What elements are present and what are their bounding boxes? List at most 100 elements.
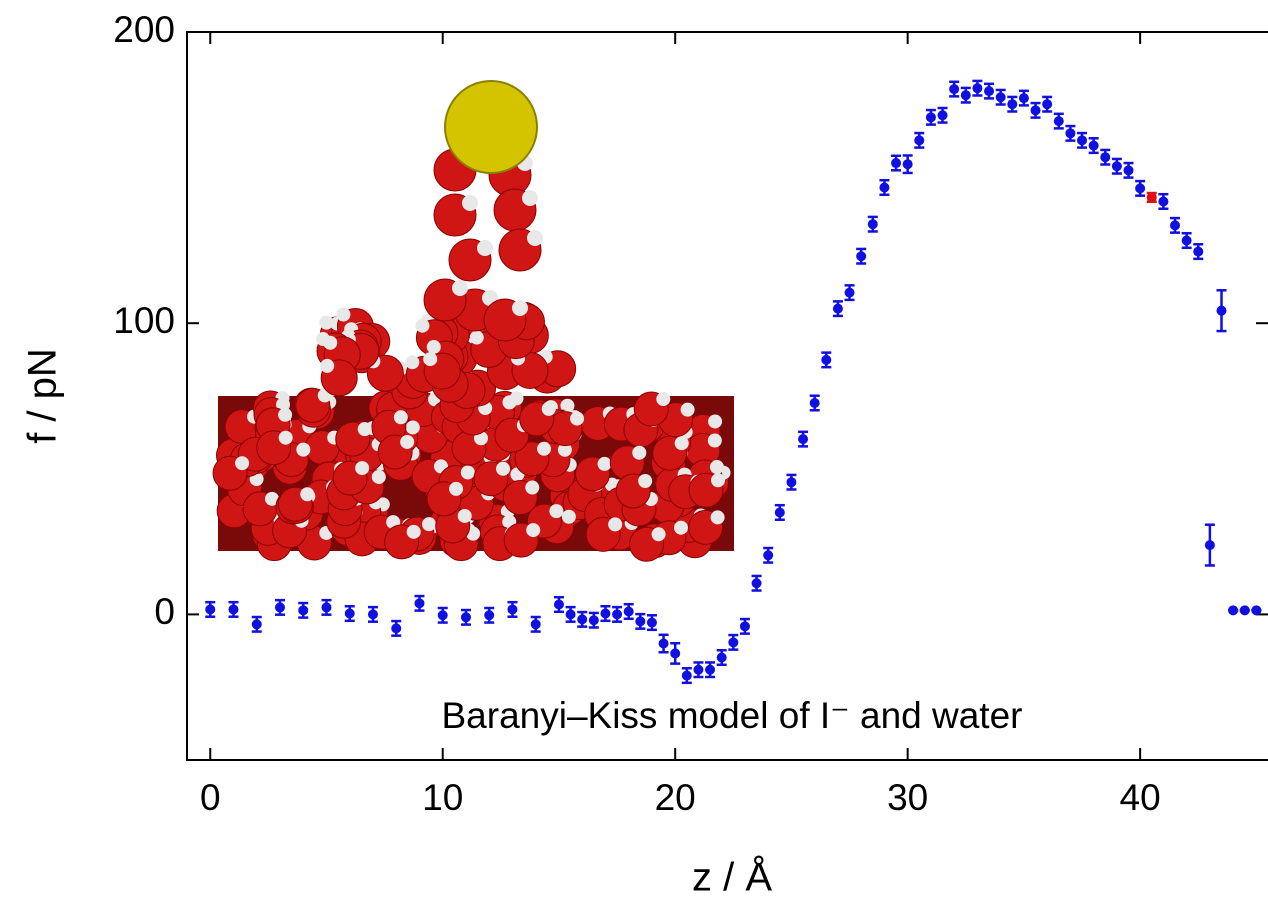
data-point — [658, 638, 669, 649]
data-point — [867, 219, 878, 230]
data-point — [995, 92, 1006, 103]
data-point — [1065, 128, 1076, 139]
data-point — [321, 602, 332, 613]
data-point — [1123, 165, 1134, 176]
hydrogen-atom — [426, 339, 441, 354]
hydrogen-atom — [371, 469, 386, 484]
hydrogen-atom — [405, 355, 420, 370]
data-point — [821, 354, 832, 365]
data-point — [1077, 135, 1088, 146]
hydrogen-atom — [560, 398, 575, 413]
hydrogen-atom — [460, 465, 475, 480]
hydrogen-atom — [638, 473, 653, 488]
data-point — [1146, 192, 1157, 203]
data-point — [588, 615, 599, 626]
hydrogen-atom — [608, 517, 623, 532]
x-tick-label: 30 — [887, 777, 928, 818]
data-point — [1170, 220, 1181, 231]
data-point — [728, 637, 739, 648]
hydrogen-atom — [707, 433, 722, 448]
data-point — [1088, 140, 1099, 151]
hydrogen-atom — [496, 461, 511, 476]
hydrogen-atom — [336, 307, 351, 322]
data-point — [367, 609, 378, 620]
hydrogen-atom — [680, 402, 695, 417]
hydrogen-atom — [708, 414, 723, 429]
hydrogen-atom — [502, 395, 517, 410]
hydrogen-atom — [537, 441, 552, 456]
hydrogen-atom — [452, 280, 468, 296]
hydrogen-atom — [710, 510, 725, 525]
data-point — [1007, 99, 1018, 110]
data-point — [298, 605, 309, 616]
hydrogen-atom — [557, 442, 572, 457]
data-point — [1042, 99, 1053, 110]
data-point — [1181, 235, 1192, 246]
axes-frame — [186, 31, 1268, 761]
data-point — [530, 619, 541, 630]
data-point — [600, 608, 611, 619]
data-point — [1228, 605, 1239, 616]
data-point — [646, 617, 657, 628]
data-point — [693, 664, 704, 675]
iodide-ion — [444, 80, 538, 174]
data-point — [681, 670, 692, 681]
hydrogen-atom — [541, 401, 556, 416]
data-point — [984, 86, 995, 97]
data-point — [1239, 605, 1250, 616]
y-tick-label: 0 — [154, 591, 175, 632]
data-point — [1030, 105, 1041, 116]
data-point — [612, 609, 623, 620]
data-point — [832, 303, 843, 314]
data-point — [1251, 605, 1262, 616]
data-point — [623, 606, 634, 617]
data-point — [1193, 246, 1204, 257]
y-tick-label: 100 — [113, 300, 175, 341]
data-point — [414, 598, 425, 609]
molecule-inset — [212, 80, 734, 562]
data-point — [739, 621, 750, 632]
hydrogen-atom — [320, 358, 335, 373]
data-point — [763, 550, 774, 561]
hydrogen-atom — [457, 508, 472, 523]
hydrogen-atom — [296, 442, 311, 457]
y-tick-label: 200 — [113, 9, 175, 50]
data-point — [960, 90, 971, 101]
data-point — [437, 610, 448, 621]
data-point — [809, 397, 820, 408]
x-tick-label: 0 — [200, 777, 221, 818]
data-point — [274, 602, 285, 613]
data-point — [1018, 93, 1029, 104]
y-axis-label: f / pN — [21, 348, 65, 444]
hydrogen-atom — [477, 240, 493, 256]
hydrogen-atom — [462, 195, 478, 211]
hydrogen-atom — [651, 527, 666, 542]
data-point — [1216, 305, 1227, 316]
data-point — [565, 609, 576, 620]
hydrogen-atom — [423, 352, 438, 367]
data-point — [925, 112, 936, 123]
hydrogen-atom — [525, 480, 540, 495]
data-point — [228, 604, 239, 615]
hydrogen-atom — [300, 487, 315, 502]
hydrogen-atom — [393, 410, 408, 425]
data-point — [856, 251, 867, 262]
data-point — [844, 287, 855, 298]
hydrogen-atom — [526, 523, 541, 538]
data-point — [1053, 116, 1064, 127]
hydrogen-atom — [278, 407, 293, 422]
hydrogen-atom — [235, 456, 250, 471]
hydrogen-atom — [323, 335, 338, 350]
data-point — [751, 578, 762, 589]
hydrogen-atom — [674, 436, 689, 451]
data-point — [914, 135, 925, 146]
data-point — [716, 652, 727, 663]
x-tick-label: 20 — [655, 777, 696, 818]
data-point — [891, 158, 902, 169]
hydrogen-atom — [709, 460, 724, 475]
hydrogen-atom — [561, 509, 576, 524]
hydrogen-atom — [264, 491, 279, 506]
data-point — [1158, 196, 1169, 207]
hydrogen-atom — [449, 481, 464, 496]
x-tick-label: 40 — [1120, 777, 1161, 818]
